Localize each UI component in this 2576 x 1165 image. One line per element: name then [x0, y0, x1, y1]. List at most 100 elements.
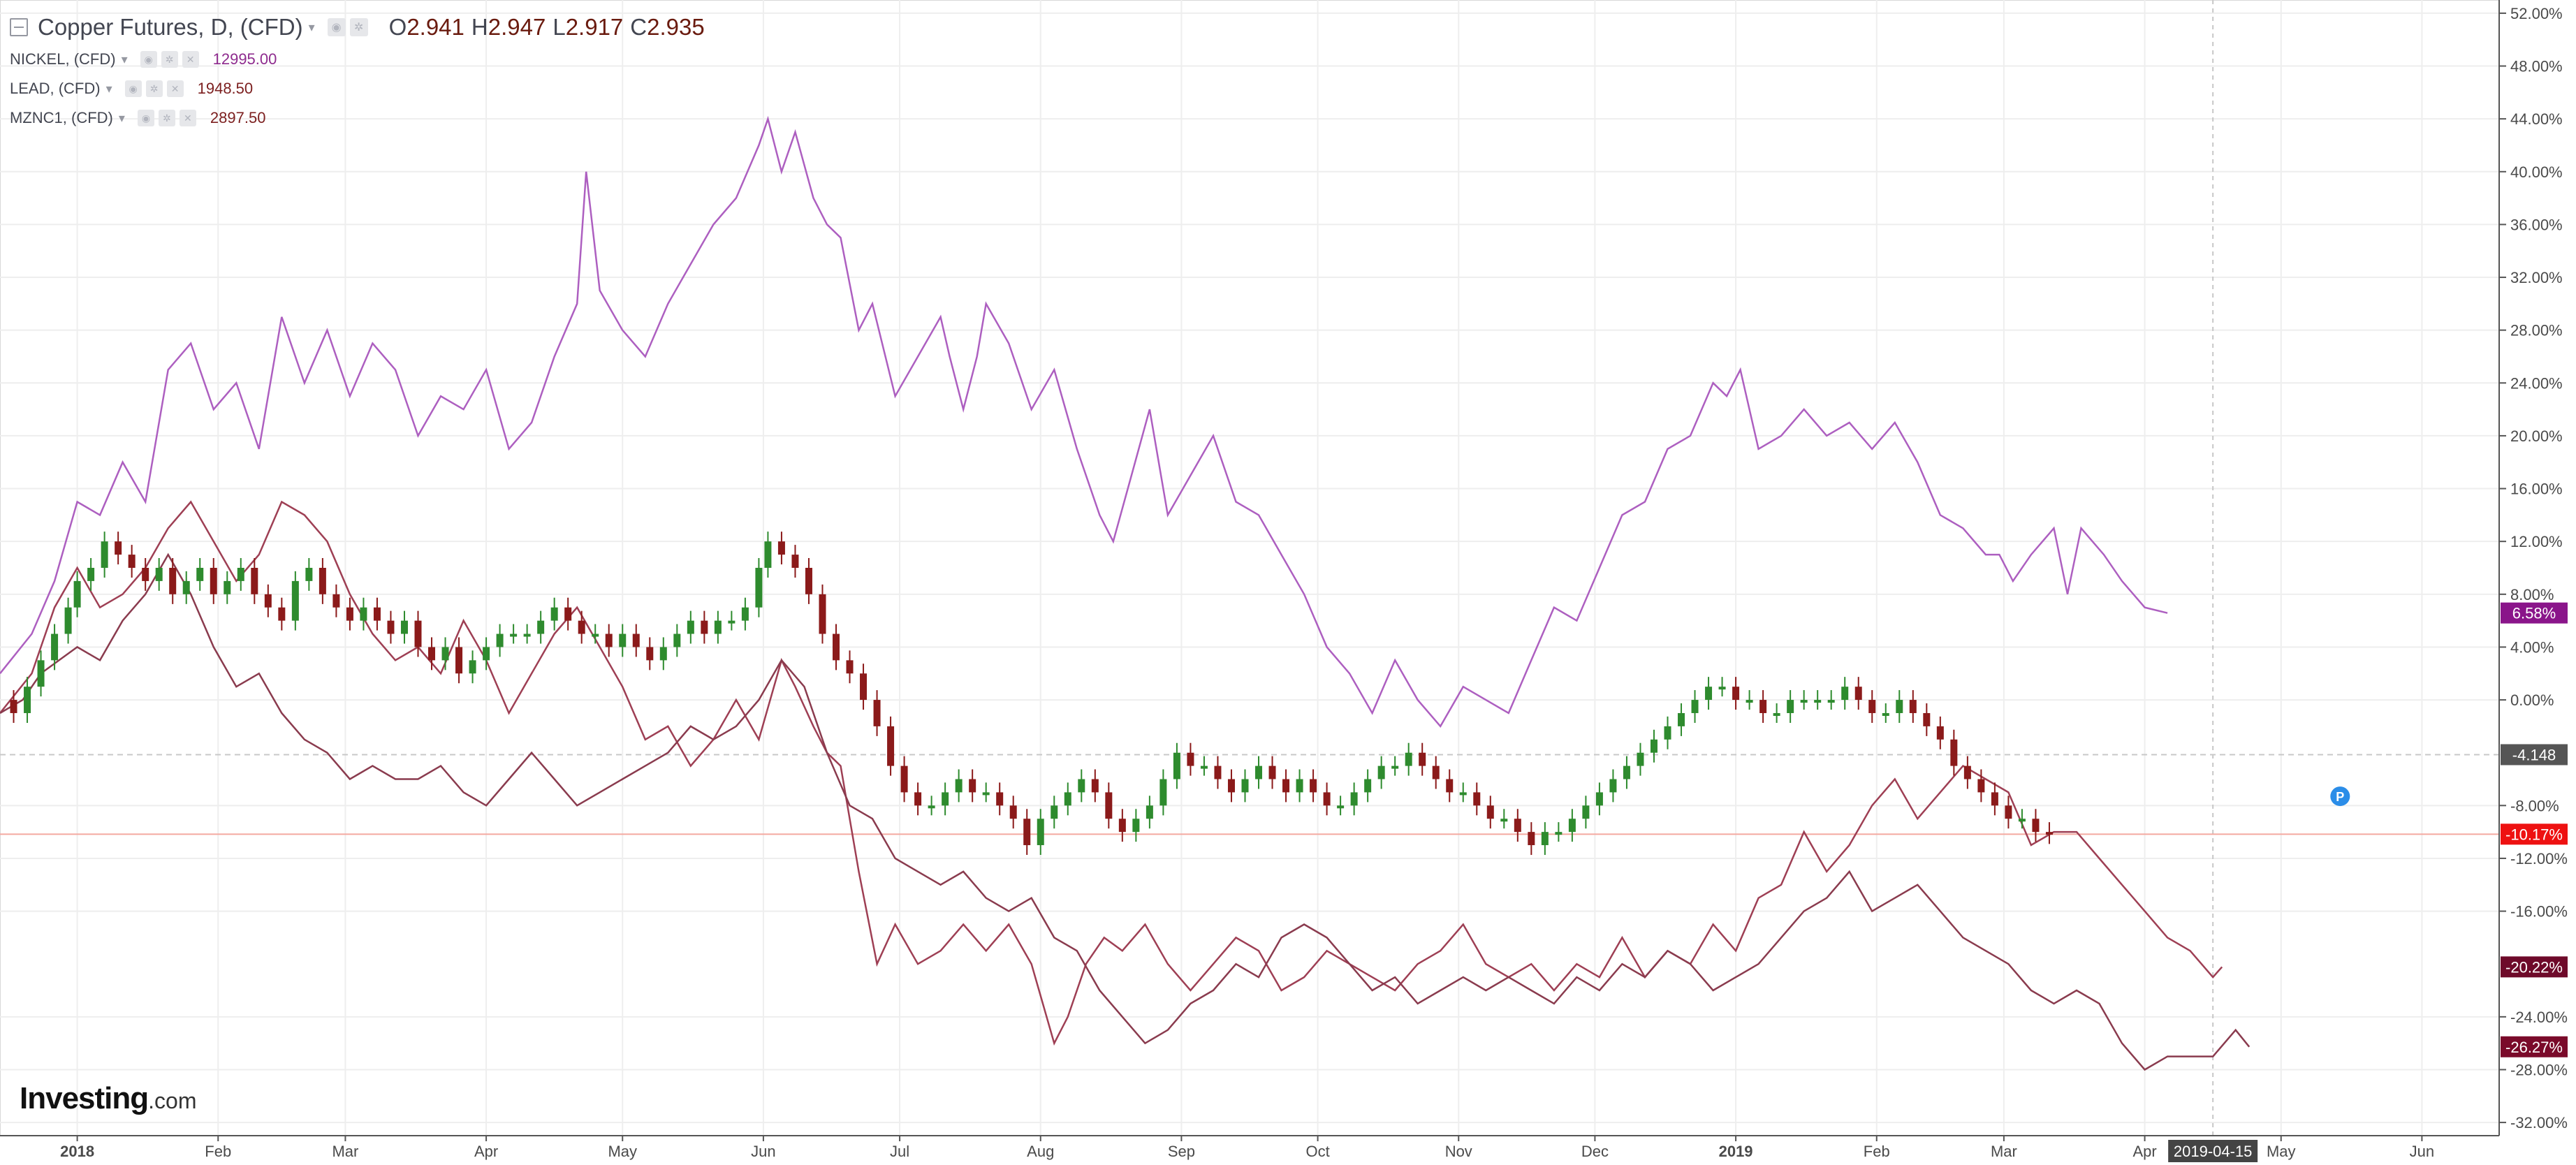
candle-body	[264, 594, 272, 608]
x-tick-label: Mar	[1991, 1143, 2017, 1160]
candle-body	[1337, 805, 1345, 809]
settings-gear-icon[interactable]: ✲	[349, 18, 368, 36]
candle-body	[659, 647, 667, 661]
visibility-icon[interactable]: ◉	[327, 18, 346, 36]
y-tick-label: -24.00%	[2510, 1009, 2568, 1026]
candle-body	[400, 620, 408, 634]
candle-body	[196, 568, 204, 581]
settings-gear-icon[interactable]: ✲	[161, 51, 178, 68]
settings-gear-icon[interactable]: ✲	[158, 110, 175, 126]
candle-body	[1759, 700, 1767, 713]
candle-body	[1787, 700, 1794, 713]
candle-body	[387, 620, 395, 634]
high-value: 2.947	[488, 14, 546, 40]
close-icon[interactable]: ✕	[182, 51, 199, 68]
candle-body	[619, 633, 627, 647]
x-tick-label: Apr	[474, 1143, 498, 1160]
y-tick-label: -16.00%	[2510, 903, 2568, 921]
candle-body	[523, 633, 531, 637]
y-tick-label: 12.00%	[2510, 533, 2563, 550]
x-axis-panel	[0, 1136, 2576, 1165]
close-icon[interactable]: ✕	[166, 80, 184, 97]
candle-body	[1514, 819, 1521, 833]
chevron-down-icon[interactable]: ▾	[121, 52, 128, 66]
candle-body	[1882, 712, 1889, 716]
candle-body	[37, 660, 45, 687]
y-tick-label: 8.00%	[2510, 586, 2554, 603]
x-tick-label: Oct	[1305, 1143, 1329, 1160]
x-tick-label: May	[2267, 1143, 2296, 1160]
candle-body	[1118, 819, 1126, 833]
collapse-legend-icon[interactable]	[10, 18, 28, 36]
candle-body	[791, 555, 799, 568]
candle-body	[605, 633, 613, 647]
candle-body	[1963, 765, 1971, 779]
x-tick-label: Feb	[205, 1143, 231, 1160]
series-line-mznc1	[0, 552, 2251, 1071]
legend-row-nickel: NICKEL, (CFD) ▾ ◉ ✲ ✕ 12995.00	[10, 50, 277, 68]
candle-body	[483, 647, 490, 661]
candle-body	[237, 568, 244, 581]
candle-body	[873, 700, 881, 726]
x-tick-label: Aug	[1027, 1143, 1054, 1160]
candle-body	[764, 541, 772, 568]
open-label: O	[388, 14, 407, 40]
candle-body	[1051, 805, 1058, 819]
candle-body	[1854, 687, 1862, 701]
candle-body	[10, 700, 17, 713]
x-tick-label: Jul	[890, 1143, 909, 1160]
series-value-lead: 1948.50	[197, 80, 254, 97]
candle-body	[1255, 765, 1263, 779]
candle-body	[1827, 700, 1835, 703]
candle-body	[496, 633, 504, 647]
candle-body	[714, 620, 722, 634]
candle-body	[955, 779, 963, 793]
plot-background	[0, 0, 2500, 1136]
candle-body	[741, 607, 749, 621]
y-tick-label: 28.00%	[2510, 322, 2563, 339]
chevron-down-icon[interactable]: ▾	[105, 81, 112, 96]
chevron-down-icon[interactable]: ▾	[308, 20, 315, 34]
candle-body	[414, 620, 422, 647]
candle-body	[1364, 779, 1372, 793]
candle-body	[1896, 700, 1903, 713]
price-badge	[2501, 744, 2568, 765]
candle-body	[1282, 779, 1290, 793]
legend-row-zinc: MZNC1, (CFD) ▾ ◉ ✲ ✕ 2897.50	[10, 109, 265, 127]
candle-body	[1555, 832, 1563, 835]
close-icon[interactable]: ✕	[179, 110, 196, 126]
candle-body	[1609, 779, 1617, 793]
settings-gear-icon[interactable]: ✲	[145, 80, 163, 97]
visibility-icon[interactable]: ◉	[124, 80, 142, 97]
price-badge-label: -10.17%	[2505, 826, 2563, 843]
candle-body	[564, 607, 572, 621]
candle-body	[1732, 687, 1740, 701]
candle-body	[1868, 700, 1876, 713]
y-tick-label: 32.00%	[2510, 269, 2563, 286]
series-line-nickel	[0, 115, 2168, 728]
x-tick-label: Dec	[1581, 1143, 1609, 1160]
x-tick-label: Mar	[332, 1143, 358, 1160]
candle-body	[115, 541, 122, 555]
price-badge-label: -26.27%	[2505, 1039, 2563, 1056]
candle-body	[73, 580, 81, 608]
visibility-icon[interactable]: ◉	[140, 51, 157, 68]
candle-body	[1977, 779, 1985, 793]
candle-body	[1486, 805, 1494, 819]
visibility-icon[interactable]: ◉	[137, 110, 154, 126]
candle-body	[914, 792, 922, 806]
candle-body	[846, 660, 854, 674]
crosshair-date-badge	[2168, 1140, 2258, 1162]
candle-body	[550, 607, 558, 621]
y-tick-label: 44.00%	[2510, 110, 2563, 128]
candle-body	[1214, 765, 1222, 779]
candle-body	[996, 792, 1004, 806]
candle-body	[1146, 805, 1153, 819]
candle-body	[1023, 819, 1031, 846]
candle-body	[1705, 687, 1713, 701]
chevron-down-icon[interactable]: ▾	[118, 110, 125, 125]
price-badge	[2501, 1036, 2568, 1057]
